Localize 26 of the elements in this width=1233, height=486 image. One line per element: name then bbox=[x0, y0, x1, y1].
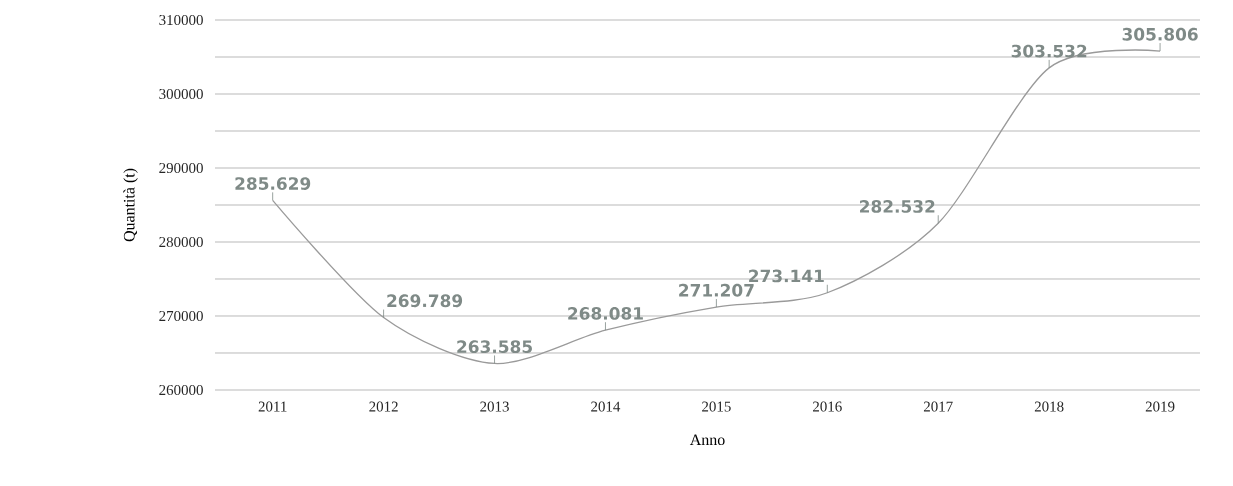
data-label: 285.629 bbox=[235, 177, 311, 190]
x-axis-title: Anno bbox=[689, 434, 725, 446]
y-tick-label: 290000 bbox=[159, 162, 203, 174]
x-tick-label: 2015 bbox=[702, 401, 731, 412]
y-tick-label: 270000 bbox=[159, 310, 203, 322]
x-tick-label: 2018 bbox=[1034, 401, 1064, 412]
x-tick-label: 2014 bbox=[591, 401, 621, 412]
y-tick-label: 310000 bbox=[159, 14, 203, 26]
data-label: 303.532 bbox=[1011, 44, 1087, 58]
x-tick-label: 2012 bbox=[369, 401, 398, 412]
data-label: 263.585 bbox=[457, 340, 532, 354]
data-label: 269.789 bbox=[387, 294, 463, 308]
y-tick-label: 260000 bbox=[159, 384, 203, 396]
x-tick-label: 2019 bbox=[1145, 401, 1175, 412]
x-tick-label: 2011 bbox=[258, 401, 287, 412]
x-tick-label: 2016 bbox=[813, 401, 842, 412]
data-label: 271.207 bbox=[679, 283, 754, 297]
x-tick-label: 2017 bbox=[923, 401, 953, 412]
data-label: 273.141 bbox=[749, 269, 824, 283]
data-label: 268.081 bbox=[568, 306, 643, 320]
data-label: 305.806 bbox=[1122, 27, 1198, 41]
y-tick-label: 280000 bbox=[159, 236, 203, 248]
y-tick-label: 300000 bbox=[159, 88, 203, 100]
x-tick-label: 2013 bbox=[480, 401, 509, 412]
y-axis-title: Quantità (t) bbox=[123, 168, 138, 242]
data-label: 282.532 bbox=[860, 200, 935, 213]
